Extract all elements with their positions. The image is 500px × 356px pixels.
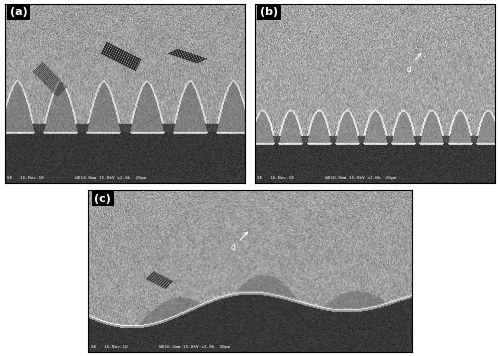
Text: SE   16-Nov-10            WD16.0mm 15.0kV x2.0k  20μm: SE 16-Nov-10 WD16.0mm 15.0kV x2.0k 20μm [258,176,396,180]
Text: (a): (a) [10,7,28,17]
Text: (b): (b) [260,7,278,17]
Text: SE   16-Nov-10            WD14.8mm 15.0kV x2.0k  20μm: SE 16-Nov-10 WD14.8mm 15.0kV x2.0k 20μm [8,176,146,180]
Text: (c): (c) [94,194,112,204]
Text: d: d [406,53,420,74]
Text: d: d [230,232,248,252]
Text: SE   16-Nov-10            WD16.2mm 15.0kV x2.0k  20μm: SE 16-Nov-10 WD16.2mm 15.0kV x2.0k 20μm [91,345,230,349]
